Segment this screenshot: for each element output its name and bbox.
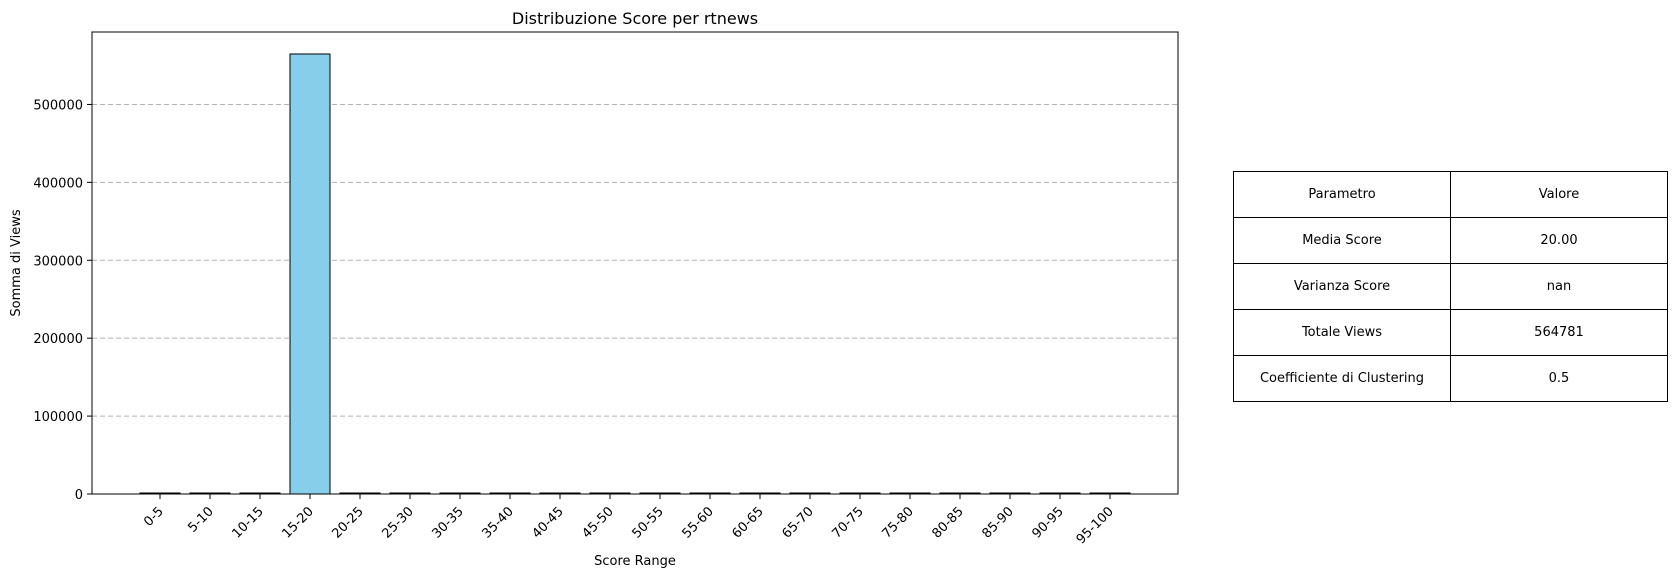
x-axis-label: Score Range xyxy=(594,554,676,569)
x-tick-label: 45-50 xyxy=(580,504,617,541)
x-tick-label: 5-10 xyxy=(185,504,216,535)
table-cell-value: 20.00 xyxy=(1450,217,1668,264)
chart-title: Distribuzione Score per rtnews xyxy=(512,9,758,28)
x-tick-label: 30-35 xyxy=(430,504,467,541)
table-cell-parameter: Media Score xyxy=(1233,217,1451,264)
table-header-cell: Valore xyxy=(1450,171,1668,218)
x-tick-label: 60-65 xyxy=(730,504,767,541)
bar-chart: Distribuzione Score per rtnews 0 100000 20… xyxy=(9,9,1179,569)
bars xyxy=(139,53,1131,495)
y-tick-label: 200000 xyxy=(33,332,83,347)
table-cell-value: nan xyxy=(1450,263,1668,310)
x-tick-label: 90-95 xyxy=(1030,504,1067,541)
x-tick-label: 20-25 xyxy=(330,504,367,541)
x-tick-label: 15-20 xyxy=(280,504,317,541)
stats-table: Parametro Valore Media Score 20.00 Varia… xyxy=(1233,171,1668,402)
x-tick-label: 70-75 xyxy=(830,504,867,541)
y-tick-label: 100000 xyxy=(33,410,83,425)
x-tick-label: 10-15 xyxy=(230,504,267,541)
y-tick-label: 400000 xyxy=(33,176,83,191)
x-axis-ticks: 0-5 5-10 10-15 15-20 20-25 25-30 30-35 35-40 40-… xyxy=(141,494,1117,547)
x-tick-label: 85-90 xyxy=(980,504,1017,541)
table-cell-value: 0.5 xyxy=(1450,355,1668,402)
bar xyxy=(289,53,331,495)
table-cell-parameter: Totale Views xyxy=(1233,309,1451,356)
table-row: Coefficiente di Clustering 0.5 xyxy=(1233,355,1668,402)
plot-frame xyxy=(91,31,1179,495)
table-row: Totale Views 564781 xyxy=(1233,309,1668,356)
x-tick-label: 40-45 xyxy=(530,504,567,541)
y-tick-label: 300000 xyxy=(33,254,83,269)
table-cell-value: 564781 xyxy=(1450,309,1668,356)
table-row: Media Score 20.00 xyxy=(1233,217,1668,264)
y-axis-ticks: 0 100000 200000 300000 400000 500000 xyxy=(33,98,92,503)
x-tick-label: 75-80 xyxy=(880,504,917,541)
y-axis-label: Somma di Views xyxy=(9,209,24,316)
x-tick-label: 50-55 xyxy=(630,504,667,541)
x-tick-label: 0-5 xyxy=(141,504,167,530)
x-tick-label: 35-40 xyxy=(480,504,517,541)
y-tick-label: 500000 xyxy=(33,98,83,113)
table-cell-parameter: Coefficiente di Clustering xyxy=(1233,355,1451,402)
table-row: Varianza Score nan xyxy=(1233,263,1668,310)
grid-lines xyxy=(92,103,1178,417)
table-header-row: Parametro Valore xyxy=(1233,171,1668,218)
table-cell-parameter: Varianza Score xyxy=(1233,263,1451,310)
y-tick-label: 0 xyxy=(75,488,83,503)
table-header-cell: Parametro xyxy=(1233,171,1451,218)
x-tick-label: 95-100 xyxy=(1074,504,1117,547)
x-tick-label: 55-60 xyxy=(680,504,717,541)
x-tick-label: 65-70 xyxy=(780,504,817,541)
x-tick-label: 80-85 xyxy=(930,504,967,541)
x-tick-label: 25-30 xyxy=(380,504,417,541)
